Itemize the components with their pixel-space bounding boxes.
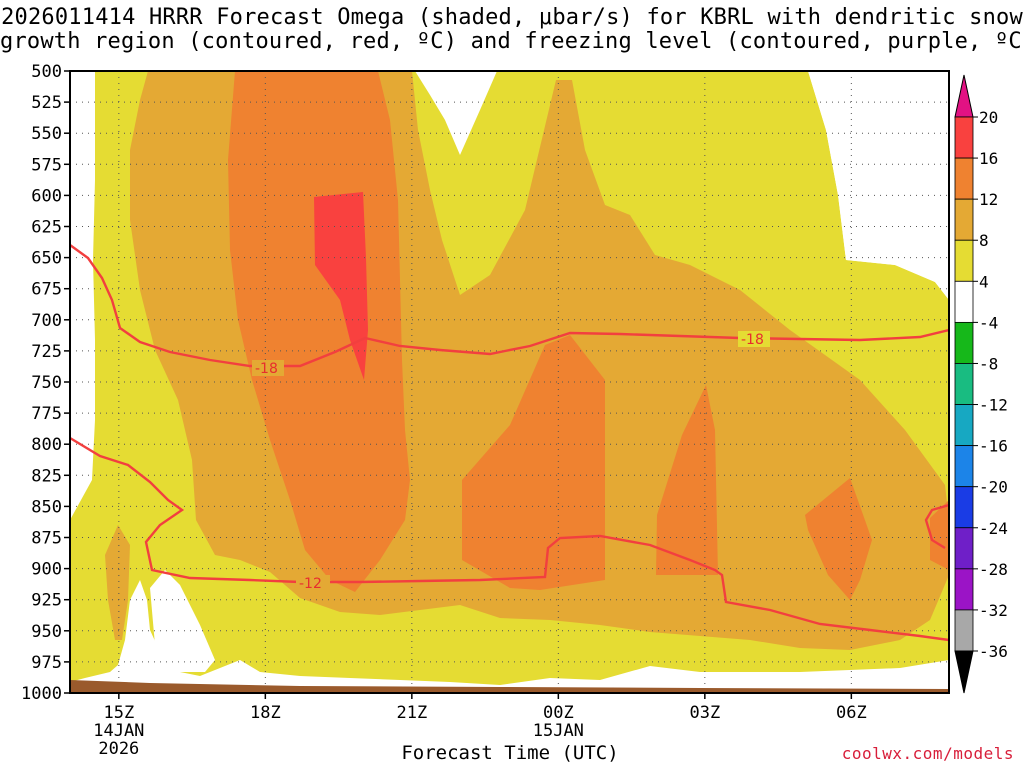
x-tick-label: 15Z [103, 703, 134, 723]
y-tick-label: 825 [31, 466, 62, 486]
y-tick-label: 1000 [21, 684, 62, 704]
y-tick-label: 500 [31, 62, 62, 82]
colorbar-label: -36 [979, 642, 1008, 661]
x-tick-year: 2026 [98, 739, 139, 759]
y-tick-label: 700 [31, 311, 62, 331]
y-tick-label: 875 [31, 529, 62, 549]
y-tick-label: 575 [31, 155, 62, 175]
y-tick-label: 950 [31, 622, 62, 642]
label-minus18-right: -18 [741, 332, 764, 348]
title-line-1: 2026011414 HRRR Forecast Omega (shaded, … [1, 5, 1023, 30]
x-tick-label: 06Z [836, 703, 867, 723]
y-tick-label: 675 [31, 280, 62, 300]
x-tick-label: 18Z [250, 703, 281, 723]
colorbar-label: -24 [979, 519, 1008, 538]
colorbar-swatch [954, 527, 974, 570]
label-minus12: -12 [299, 576, 322, 592]
terrain-strip [70, 680, 949, 693]
y-tick-label: 550 [31, 124, 62, 144]
colorbar-swatch [954, 321, 974, 364]
colorbar-label: 8 [979, 231, 989, 250]
colorbar-swatch [954, 568, 974, 611]
colorbar-label: -28 [979, 560, 1008, 579]
label-minus18-left: -18 [255, 361, 278, 377]
colorbar-swatch [954, 486, 974, 529]
colorbar-label: 4 [979, 272, 989, 291]
colorbar-label: 20 [979, 108, 998, 127]
x-axis-label: Forecast Time (UTC) [401, 742, 619, 764]
y-tick-label: 750 [31, 373, 62, 393]
y-tick-label: 725 [31, 342, 62, 362]
y-tick-label: 600 [31, 186, 62, 206]
colorbar-swatch [954, 609, 974, 652]
colorbar-label: -20 [979, 478, 1008, 497]
y-tick-label: 925 [31, 591, 62, 611]
colorbar-top-arrow [954, 74, 974, 118]
y-tick-label: 975 [31, 653, 62, 673]
colorbar-label: -4 [979, 313, 998, 332]
source-credit: coolwx.com/models [841, 744, 1014, 763]
x-tick-date: 14JAN [93, 721, 144, 741]
y-axis: 500 525 550 575 600 625 650 675 700 725 750 775 800 8… [21, 62, 70, 704]
contour-minus12 [70, 436, 949, 642]
omega-shade-orange [228, 71, 410, 592]
colorbar-label: -32 [979, 601, 1008, 620]
x-tick-date: 15JAN [533, 721, 584, 741]
y-tick-label: 775 [31, 404, 62, 424]
colorbar-swatch [954, 445, 974, 488]
x-tick-label: 00Z [543, 703, 574, 723]
colorbar-swatch [954, 116, 974, 159]
omega-shading [70, 71, 949, 686]
colorbar-swatch [954, 404, 974, 447]
x-tick-label: 03Z [689, 703, 720, 723]
dgz-contours: -18 -18 -12 [70, 244, 949, 642]
y-tick-label: 525 [31, 93, 62, 113]
colorbar-label: -12 [979, 396, 1008, 415]
colorbar-label: -16 [979, 437, 1008, 456]
grid [70, 71, 949, 693]
colorbar-swatch [954, 157, 974, 200]
chart-title: 2026011414 HRRR Forecast Omega (shaded, … [0, 6, 1024, 54]
y-tick-label: 650 [31, 249, 62, 269]
title-line-2: growth region (contoured, red, ºC) and f… [0, 29, 1024, 54]
colorbar-bottom-arrow [954, 650, 974, 694]
y-tick-label: 850 [31, 497, 62, 517]
omega-shade-red [314, 192, 368, 380]
colorbar-swatch [954, 280, 974, 323]
colorbar: 20 16 12 8 4 -4 -8 -12 -16 -20 -24 -28 -32 -36 [954, 74, 1008, 694]
colorbar-swatch [954, 363, 974, 405]
colorbar-label: 16 [979, 149, 998, 168]
y-tick-label: 900 [31, 560, 62, 580]
colorbar-label: -8 [979, 354, 998, 373]
x-tick-label: 21Z [396, 703, 427, 723]
y-tick-label: 625 [31, 218, 62, 238]
colorbar-label: 12 [979, 190, 998, 209]
colorbar-swatch [954, 198, 974, 241]
y-tick-label: 800 [31, 435, 62, 455]
colorbar-swatch [954, 239, 974, 282]
